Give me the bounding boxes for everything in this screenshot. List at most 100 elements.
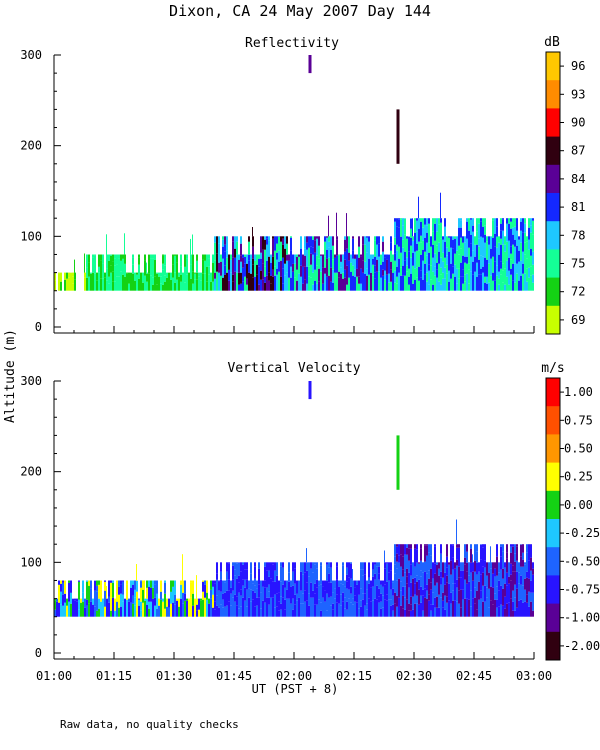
data-cell — [466, 552, 468, 563]
data-cell — [288, 255, 290, 261]
data-cell — [230, 273, 232, 291]
data-cell — [470, 218, 472, 220]
data-cell — [418, 267, 420, 281]
data-cell — [164, 609, 166, 617]
data-cell — [420, 218, 422, 222]
data-cell — [386, 275, 388, 291]
data-cell — [266, 239, 268, 245]
data-cell — [326, 236, 328, 237]
data-cell — [300, 591, 302, 604]
data-cell — [196, 255, 198, 261]
data-cell — [350, 255, 352, 263]
data-cell — [248, 581, 250, 589]
data-cell — [382, 270, 384, 276]
data-cell — [264, 250, 266, 267]
data-cell — [504, 609, 506, 617]
data-cell — [406, 600, 408, 617]
data-cell — [480, 560, 482, 575]
data-cell — [364, 245, 366, 262]
data-cell — [164, 282, 166, 291]
data-cell — [280, 562, 282, 566]
data-cell — [278, 602, 280, 611]
data-cell — [434, 254, 436, 267]
colorbar-label: 0.50 — [564, 442, 593, 456]
data-cell — [306, 583, 308, 601]
data-cell — [432, 605, 434, 617]
data-cell — [422, 280, 424, 291]
data-cell — [348, 278, 350, 291]
data-cell — [502, 579, 504, 589]
data-cell — [152, 285, 154, 291]
data-cell — [120, 272, 122, 291]
data-cell — [228, 580, 230, 591]
data-cell — [110, 256, 112, 266]
data-cell — [490, 569, 492, 587]
data-cell — [138, 265, 140, 279]
data-cell — [278, 237, 280, 251]
data-cell — [484, 258, 486, 277]
data-cell — [420, 596, 422, 603]
data-cell — [452, 584, 454, 591]
data-cell — [352, 266, 354, 276]
data-cell — [96, 581, 98, 586]
data-cell — [274, 267, 276, 276]
data-cell — [496, 218, 498, 227]
data-cell — [344, 260, 346, 270]
data-cell — [314, 594, 316, 605]
data-cell — [192, 284, 194, 291]
data-cell — [168, 273, 170, 291]
data-cell — [452, 570, 454, 584]
data-cell — [92, 599, 94, 605]
data-cell — [484, 277, 486, 283]
data-spike — [84, 254, 85, 273]
data-cell — [260, 609, 262, 617]
data-cell — [340, 584, 342, 595]
x-tick-label: 03:00 — [516, 669, 552, 683]
data-cell — [410, 274, 412, 291]
data-cell — [142, 581, 144, 590]
data-cell — [468, 284, 470, 291]
data-cell — [530, 593, 532, 602]
data-cell — [400, 218, 402, 220]
data-cell — [78, 582, 80, 600]
data-cell — [500, 586, 502, 605]
data-cell — [380, 265, 382, 278]
data-cell — [406, 555, 408, 569]
data-cell — [208, 599, 210, 604]
data-cell — [108, 255, 110, 261]
data-cell — [182, 593, 184, 604]
data-cell — [524, 233, 526, 243]
data-cell — [336, 562, 338, 566]
data-cell — [462, 284, 464, 291]
data-cell — [492, 562, 494, 573]
data-cell — [122, 255, 124, 259]
data-cell — [270, 255, 272, 263]
data-cell — [326, 611, 328, 617]
data-cell — [388, 573, 390, 581]
data-cell — [292, 610, 294, 617]
data-cell — [322, 268, 324, 284]
data-cell — [470, 272, 472, 291]
data-cell — [484, 544, 486, 561]
data-cell — [494, 569, 496, 577]
data-cell — [532, 235, 534, 252]
data-cell — [484, 602, 486, 617]
data-cell — [530, 571, 532, 581]
data-cell — [332, 236, 334, 245]
data-cell — [400, 582, 402, 591]
data-cell — [422, 590, 424, 596]
data-cell — [352, 605, 354, 617]
data-spike — [412, 218, 413, 236]
data-cell — [252, 236, 254, 246]
data-cell — [268, 562, 270, 570]
data-cell — [518, 251, 520, 262]
data-cell — [478, 247, 480, 260]
data-cell — [110, 273, 112, 291]
data-cell — [512, 566, 514, 572]
data-cell — [492, 588, 494, 605]
data-cell — [368, 584, 370, 599]
data-cell — [500, 245, 502, 262]
colorbar: 96939087848178757269 — [546, 52, 585, 335]
data-cell — [254, 593, 256, 607]
data-cell — [438, 243, 440, 252]
